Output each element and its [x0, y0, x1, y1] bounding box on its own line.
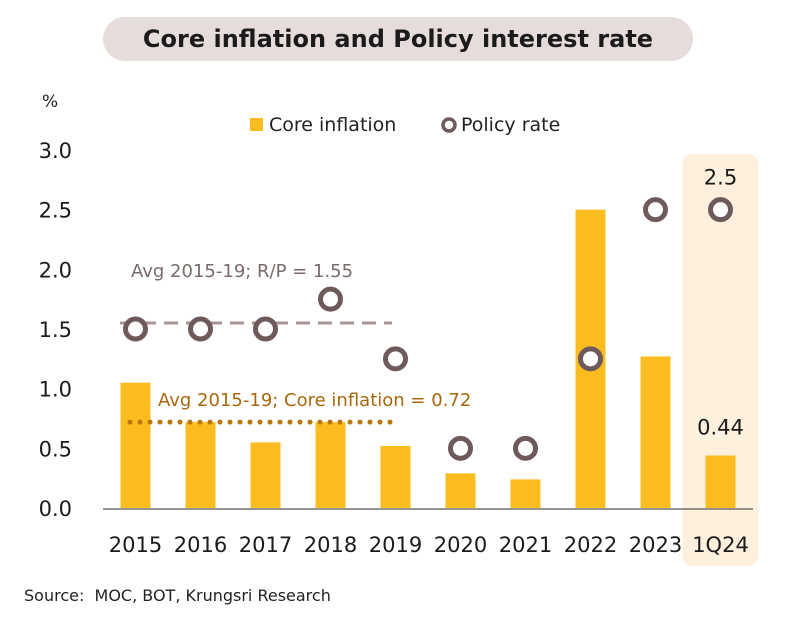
bar-core-inflation [640, 356, 671, 508]
y-axis-unit: % [42, 92, 58, 112]
reference-label-policy-avg: Avg 2015-19; R/P = 1.55 [131, 261, 353, 282]
data-label: 0.44 [697, 415, 744, 439]
bar-core-inflation [510, 479, 541, 508]
legend-swatch-core-inflation [250, 118, 263, 131]
y-tick-label: 1.5 [39, 318, 72, 342]
policy-rate-marker [708, 197, 733, 223]
bar-core-inflation [250, 442, 281, 508]
x-tick-label: 2022 [564, 533, 617, 557]
policy-rate-marker [513, 435, 538, 461]
y-tick-label: 1.0 [39, 378, 72, 402]
bar-core-inflation [705, 455, 736, 508]
x-tick-label: 2020 [434, 533, 487, 557]
y-tick-label: 2.0 [39, 258, 72, 282]
legend-label-policy-rate: Policy rate [461, 114, 560, 136]
x-tick-label: 2018 [304, 533, 357, 557]
y-tick-label: 2.5 [39, 199, 72, 223]
x-tick-label: 1Q24 [692, 533, 749, 557]
x-tick-label: 2021 [499, 533, 552, 557]
x-tick-label: 2019 [369, 533, 422, 557]
bar-core-inflation [380, 445, 411, 508]
chart-title-pill: Core inflation and Policy interest rate [103, 17, 693, 61]
policy-rate-marker [383, 346, 408, 372]
legend-label-core-inflation: Core inflation [269, 114, 396, 136]
x-tick-label: 2016 [174, 533, 227, 557]
legend-swatch-policy-rate [441, 117, 457, 133]
policy-rate-marker [643, 197, 668, 223]
source-note: Source: MOC, BOT, Krungsri Research [24, 586, 331, 605]
x-tick-label: 2017 [239, 533, 292, 557]
policy-rate-marker [188, 316, 213, 342]
reference-label-core-avg: Avg 2015-19; Core inflation = 0.72 [158, 390, 471, 411]
policy-rate-marker [318, 286, 343, 312]
highlight-band [682, 154, 759, 566]
bar-core-inflation [185, 422, 216, 508]
bar-core-inflation [315, 422, 346, 508]
policy-rate-marker [578, 346, 603, 372]
data-label: 2.5 [704, 166, 737, 190]
chart-title: Core inflation and Policy interest rate [142, 25, 654, 53]
x-tick-label: 2015 [109, 533, 162, 557]
policy-rate-marker [253, 316, 278, 342]
y-tick-label: 0.5 [39, 437, 72, 461]
y-tick-label: 0.0 [39, 497, 72, 521]
bar-core-inflation [445, 473, 476, 508]
y-tick-label: 3.0 [39, 139, 72, 163]
policy-rate-marker [123, 316, 148, 342]
bar-core-inflation [120, 382, 151, 508]
policy-rate-marker [448, 435, 473, 461]
x-tick-label: 2023 [629, 533, 682, 557]
